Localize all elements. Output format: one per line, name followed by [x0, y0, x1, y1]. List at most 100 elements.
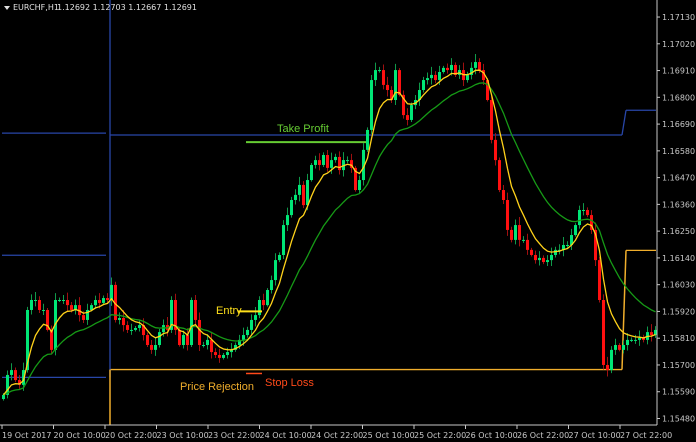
- candle: [58, 297, 61, 303]
- candle: [262, 293, 265, 311]
- moving-averages: [2, 69, 656, 396]
- candle-body: [30, 300, 33, 310]
- price-tick-label: 1.17130: [662, 13, 695, 22]
- candle-body: [334, 156, 337, 161]
- stop-loss-label: Stop Loss: [265, 377, 314, 389]
- candle-body: [226, 352, 229, 355]
- candle-body: [238, 339, 241, 346]
- candle-body: [398, 70, 401, 95]
- candle: [22, 362, 25, 391]
- candle-body: [370, 80, 373, 130]
- price-tick-label: 1.16800: [662, 93, 695, 102]
- candle: [598, 256, 601, 303]
- candle: [614, 338, 617, 355]
- price-tick-label: 1.16580: [662, 147, 695, 156]
- candle-body: [2, 394, 5, 400]
- candle: [62, 295, 65, 304]
- candle: [434, 71, 437, 84]
- candle-body: [230, 349, 233, 353]
- candle: [546, 255, 549, 267]
- candle: [102, 295, 105, 305]
- candle: [278, 252, 281, 263]
- annotations: [238, 141, 366, 375]
- candle: [134, 326, 137, 332]
- candle: [582, 203, 585, 216]
- candle-body: [218, 354, 221, 358]
- candle: [170, 296, 173, 333]
- candle: [290, 196, 293, 218]
- candle: [38, 296, 41, 313]
- candle-body: [410, 105, 413, 120]
- candle-body: [566, 245, 569, 247]
- candle-body: [534, 254, 537, 261]
- candle-body: [78, 305, 81, 316]
- time-tick-label: 27 Oct 10:00: [569, 431, 621, 440]
- candle: [506, 192, 509, 236]
- time-tick-label: 24 Oct 22:00: [311, 431, 363, 440]
- candle-body: [286, 215, 289, 226]
- candle: [482, 63, 485, 86]
- dropdown-triangle-icon[interactable]: [4, 6, 10, 10]
- price-tick-label: 1.16360: [662, 200, 695, 209]
- time-tick-label: 25 Oct 10:00: [363, 431, 415, 440]
- candle: [498, 157, 501, 193]
- ohlc-quotes: 1.12692 1.12703 1.12667 1.12691: [57, 3, 197, 12]
- candle-body: [514, 225, 517, 240]
- candle: [86, 303, 89, 325]
- candle-body: [442, 67, 445, 73]
- candle: [186, 328, 189, 351]
- candle: [282, 220, 285, 259]
- candle: [150, 340, 153, 354]
- candle-body: [178, 329, 181, 346]
- candle: [406, 108, 409, 126]
- candle: [418, 82, 421, 106]
- candle-body: [614, 345, 617, 350]
- candle: [322, 152, 325, 168]
- candle-body: [454, 64, 457, 75]
- candle-body: [446, 67, 449, 71]
- candle: [362, 143, 365, 186]
- candle: [446, 63, 449, 74]
- candle-body: [150, 345, 153, 350]
- candle: [350, 153, 353, 173]
- candle-body: [450, 64, 453, 71]
- slow-ma-line: [3, 82, 656, 396]
- candle-body: [654, 329, 657, 336]
- price-axis: 1.17130 1.17020 1.16910 1.16800 1.16690 1.165…: [657, 13, 695, 423]
- candle-body: [266, 290, 269, 306]
- candle: [526, 233, 529, 255]
- candle: [626, 333, 629, 351]
- candle: [194, 295, 197, 324]
- time-tick-label: 26 Oct 22:00: [517, 431, 569, 440]
- candle: [382, 64, 385, 90]
- candle-body: [630, 339, 633, 341]
- time-tick-label: 26 Oct 10:00: [466, 431, 518, 440]
- candle-body: [94, 300, 97, 306]
- candle-body: [110, 284, 113, 300]
- candle-body: [490, 100, 493, 140]
- candle-body: [542, 257, 545, 263]
- candle: [302, 181, 305, 209]
- candle-body: [290, 200, 293, 216]
- candle-body: [330, 160, 333, 168]
- candle: [570, 228, 573, 250]
- candle-body: [214, 352, 217, 355]
- candle: [606, 356, 609, 377]
- candle-body: [318, 160, 321, 165]
- candle-body: [426, 78, 429, 81]
- candle-body: [34, 300, 37, 301]
- candle: [130, 323, 133, 335]
- candle-body: [558, 249, 561, 251]
- price-tick-label: 1.16140: [662, 254, 695, 263]
- candle: [214, 348, 217, 359]
- candle-body: [6, 374, 9, 395]
- candle-body: [574, 225, 577, 236]
- candle-body: [418, 90, 421, 100]
- candle: [174, 293, 177, 335]
- candle: [94, 295, 97, 309]
- candle-body: [126, 325, 129, 330]
- candle-body: [10, 370, 13, 375]
- candle-body: [262, 300, 265, 306]
- candle: [218, 348, 221, 363]
- candle: [74, 299, 77, 315]
